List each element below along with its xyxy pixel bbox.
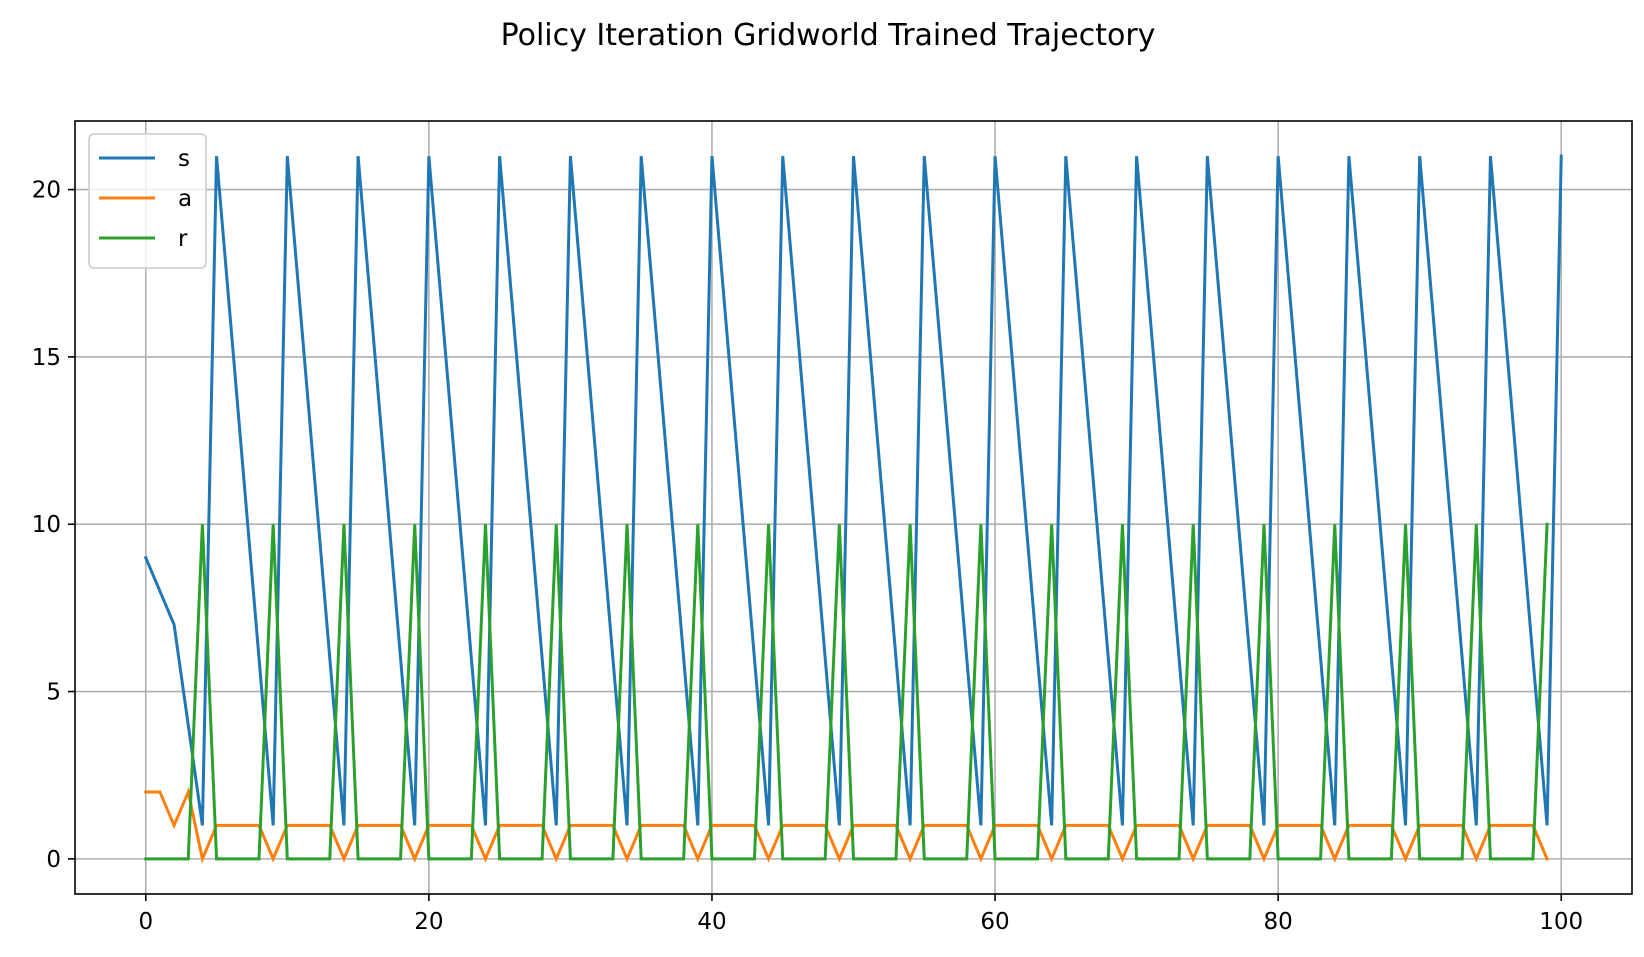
legend-box bbox=[88, 133, 207, 269]
legend-label-a: a bbox=[178, 186, 192, 212]
legend-label-r: r bbox=[178, 226, 188, 252]
chart-title: Policy Iteration Gridworld Trained Traje… bbox=[501, 18, 1156, 53]
legend-label-s: s bbox=[178, 146, 190, 172]
x-tick-label: 20 bbox=[414, 909, 443, 935]
y-tick-label: 15 bbox=[32, 345, 61, 371]
series-line-a bbox=[144, 786, 1550, 864]
x-tick-label: 100 bbox=[1539, 909, 1583, 935]
grid bbox=[75, 121, 1632, 894]
series-line-s bbox=[143, 154, 1563, 826]
y-tick-label: 20 bbox=[32, 178, 61, 204]
y-tick-label: 10 bbox=[32, 512, 61, 538]
plot-frame bbox=[74, 120, 1633, 895]
x-tick-label: 60 bbox=[980, 909, 1009, 935]
x-tick-label: 40 bbox=[697, 909, 726, 935]
x-tick-label: 80 bbox=[1263, 909, 1292, 935]
series-lines bbox=[143, 154, 1563, 864]
y-tick-label: 5 bbox=[46, 680, 61, 706]
x-tick-label: 0 bbox=[138, 909, 153, 935]
y-tick-label: 0 bbox=[46, 847, 61, 873]
axis-ticks: 0 20 40 60 80 100 0 5 10 15 20 bbox=[32, 178, 1583, 935]
series-line-r bbox=[144, 522, 1549, 861]
legend: sar bbox=[88, 133, 207, 269]
